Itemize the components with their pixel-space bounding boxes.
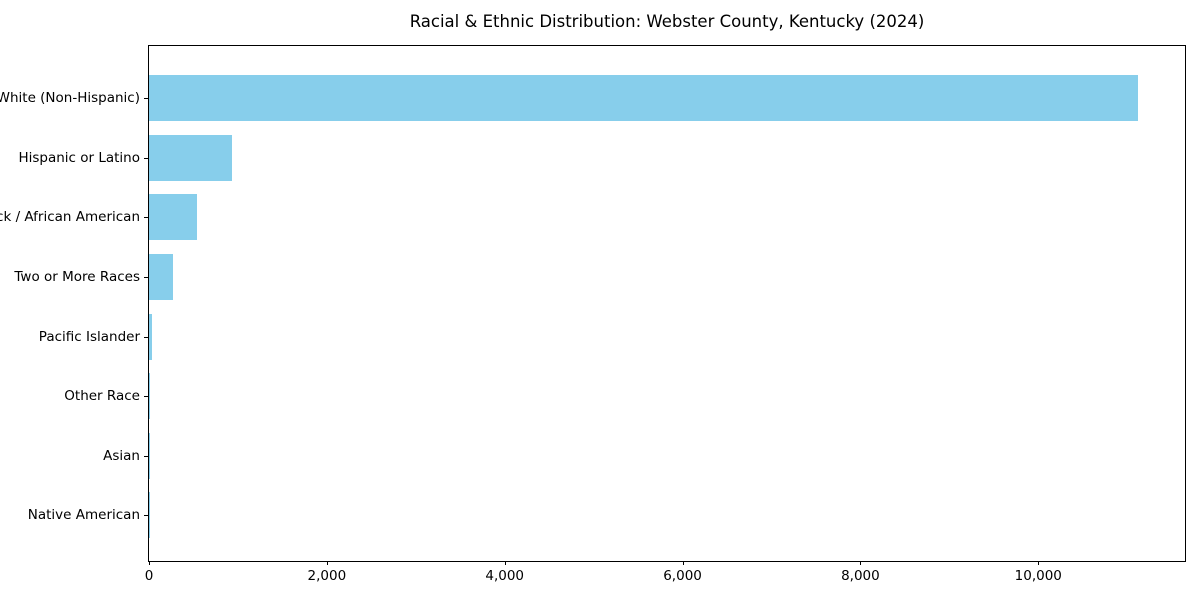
y-tick-mark xyxy=(144,515,148,517)
bar-hispanic-or-latino xyxy=(149,134,232,181)
y-tick-label-black-african-american: Black / African American xyxy=(0,209,140,226)
y-tick-mark xyxy=(144,396,148,398)
y-tick-mark xyxy=(144,157,148,159)
x-tick-mark xyxy=(1038,561,1040,565)
bar-pacific-islander xyxy=(149,313,153,360)
bar-white-non-hispanic xyxy=(149,75,1138,121)
y-tick-mark xyxy=(144,217,148,219)
x-tick-label-2000: 2,000 xyxy=(307,568,347,584)
x-tick-label-10000: 10,000 xyxy=(1014,568,1062,584)
x-tick-mark xyxy=(504,561,506,565)
bar-black-african-american xyxy=(149,194,198,241)
y-tick-label-hispanic-or-latino: Hispanic or Latino xyxy=(18,149,140,166)
y-tick-mark xyxy=(144,455,148,457)
bar-two-or-more-races xyxy=(149,253,173,300)
x-tick-mark xyxy=(682,561,684,565)
y-tick-label-pacific-islander: Pacific Islander xyxy=(38,328,140,345)
bar-asian xyxy=(149,432,150,479)
x-tick-label-4000: 4,000 xyxy=(485,568,525,584)
y-tick-mark xyxy=(144,276,148,278)
y-tick-label-white-non-hispanic: White (Non-Hispanic) xyxy=(0,90,140,106)
y-tick-label-two-or-more-races: Two or More Races xyxy=(14,268,140,285)
y-tick-mark xyxy=(144,336,148,338)
y-tick-mark xyxy=(144,98,148,99)
y-tick-label-other-race: Other Race xyxy=(64,388,140,405)
bar-other-race xyxy=(149,373,150,420)
plot-area: White (Non-Hispanic) Hispanic or Latino Bl… xyxy=(0,45,1186,584)
chart-title: Racial & Ethnic Distribution: Webster Co… xyxy=(409,12,925,31)
x-tick-mark xyxy=(860,561,862,565)
y-tick-label-native-american: Native American xyxy=(27,507,140,524)
x-tick-label-8000: 8,000 xyxy=(841,568,880,584)
x-tick-label-0: 0 xyxy=(144,568,154,584)
x-tick-mark xyxy=(149,561,150,565)
x-tick-label-6000: 6,000 xyxy=(663,568,702,584)
x-tick-mark xyxy=(326,561,328,565)
y-tick-label-asian: Asian xyxy=(103,447,140,464)
